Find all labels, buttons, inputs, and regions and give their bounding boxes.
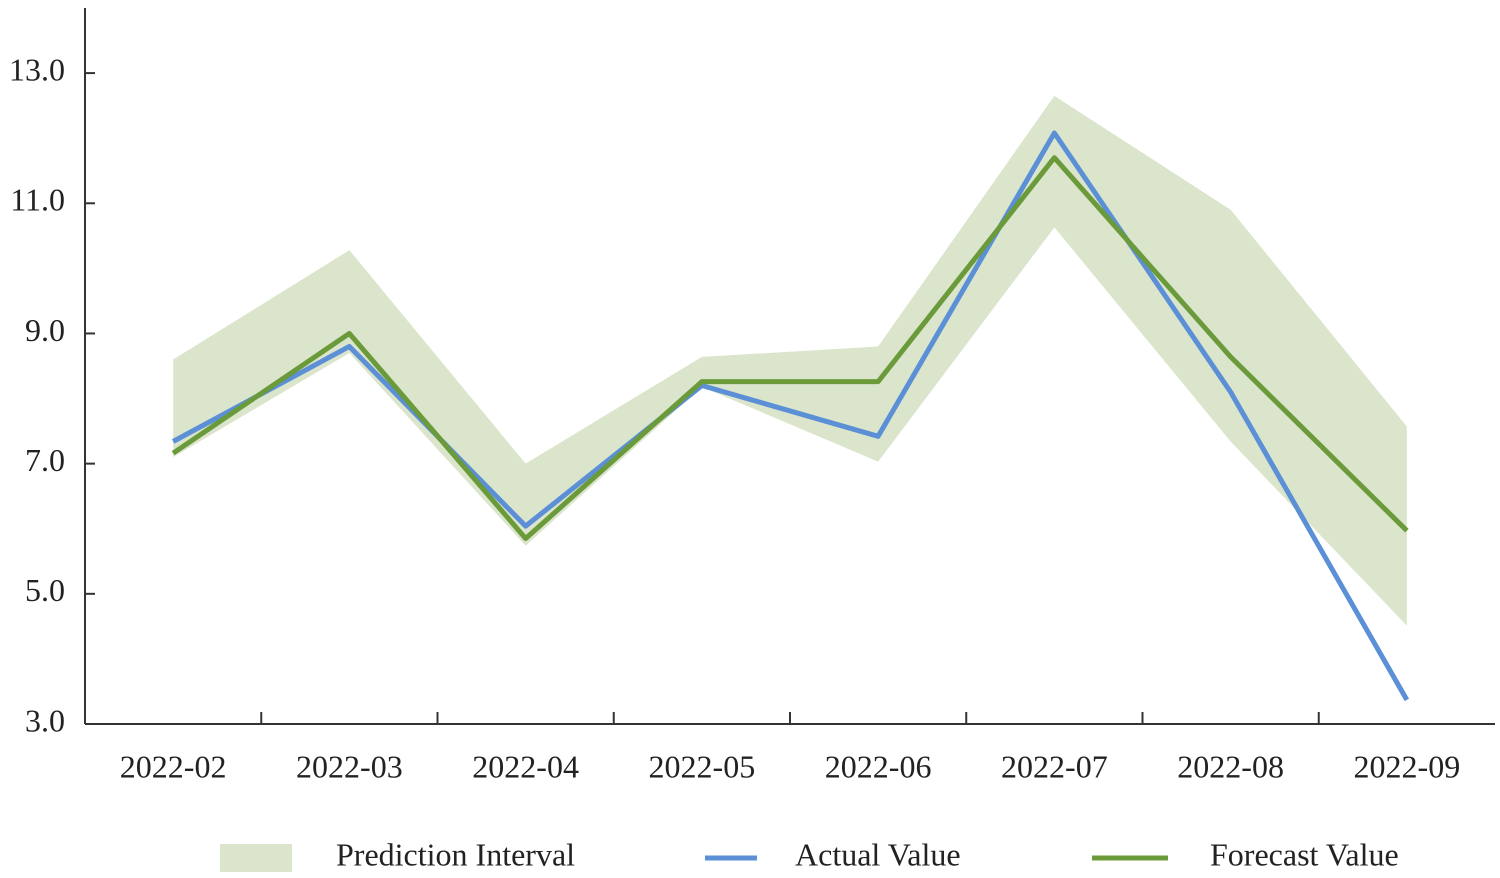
x-tick-label: 2022-05	[649, 748, 756, 784]
x-tick-label: 2022-02	[120, 748, 227, 784]
x-tick-label: 2022-06	[825, 748, 932, 784]
y-tick-label: 5.0	[25, 572, 65, 608]
data-line	[171, 155, 1409, 541]
y-tick-label: 7.0	[25, 442, 65, 478]
legend-label: Forecast Value	[1210, 836, 1399, 872]
data-line	[171, 130, 1410, 702]
y-tick-label: 13.0	[9, 51, 65, 87]
y-tick-label: 3.0	[25, 702, 65, 738]
x-tick-label: 2022-04	[472, 748, 579, 784]
prediction-interval	[173, 95, 1407, 626]
x-tick-label: 2022-09	[1354, 748, 1461, 784]
legend-label: Actual Value	[795, 836, 961, 872]
y-tick-label: 9.0	[25, 312, 65, 348]
y-tick-label: 11.0	[10, 182, 65, 218]
x-tick-label: 2022-08	[1177, 748, 1284, 784]
x-tick-label: 2022-03	[296, 748, 403, 784]
legend-swatch	[220, 844, 292, 872]
legend-label: Prediction Interval	[336, 836, 575, 872]
x-tick-label: 2022-07	[1001, 748, 1108, 784]
